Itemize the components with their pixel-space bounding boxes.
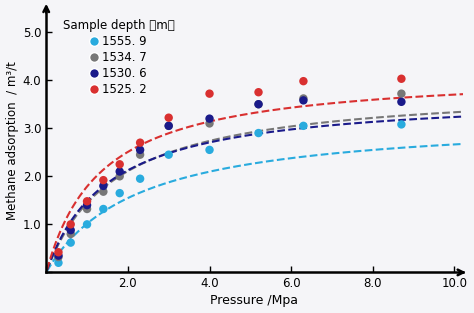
Point bbox=[55, 250, 62, 255]
Point bbox=[165, 152, 173, 157]
Point bbox=[300, 98, 307, 103]
Point bbox=[67, 240, 74, 245]
Point bbox=[100, 207, 107, 212]
Point bbox=[55, 260, 62, 265]
Point bbox=[116, 174, 124, 179]
Point bbox=[398, 91, 405, 96]
Point bbox=[165, 123, 173, 128]
Point bbox=[83, 222, 91, 227]
Point bbox=[55, 253, 62, 258]
X-axis label: Pressure /Mpa: Pressure /Mpa bbox=[210, 295, 299, 307]
Point bbox=[83, 207, 91, 212]
Point bbox=[165, 123, 173, 128]
Point bbox=[255, 90, 262, 95]
Point bbox=[67, 232, 74, 237]
Point bbox=[67, 222, 74, 227]
Point bbox=[206, 116, 213, 121]
Point bbox=[83, 203, 91, 208]
Point bbox=[116, 191, 124, 196]
Point bbox=[300, 96, 307, 101]
Point bbox=[398, 99, 405, 104]
Point bbox=[116, 169, 124, 174]
Point bbox=[100, 178, 107, 183]
Y-axis label: Methane adsorption  / m³/t: Methane adsorption / m³/t bbox=[6, 61, 18, 220]
Point bbox=[300, 123, 307, 128]
Point bbox=[255, 102, 262, 107]
Point bbox=[137, 147, 144, 152]
Point bbox=[67, 228, 74, 233]
Point bbox=[255, 102, 262, 107]
Point bbox=[137, 176, 144, 181]
Point bbox=[206, 121, 213, 126]
Point bbox=[100, 183, 107, 188]
Legend: 1555. 9, 1534. 7, 1530. 6, 1525. 2: 1555. 9, 1534. 7, 1530. 6, 1525. 2 bbox=[61, 17, 177, 98]
Point bbox=[206, 91, 213, 96]
Point bbox=[137, 152, 144, 157]
Point bbox=[255, 131, 262, 136]
Point bbox=[206, 147, 213, 152]
Point bbox=[398, 76, 405, 81]
Point bbox=[300, 79, 307, 84]
Point bbox=[116, 162, 124, 167]
Point bbox=[55, 254, 62, 259]
Point bbox=[83, 199, 91, 204]
Point bbox=[100, 189, 107, 194]
Point bbox=[398, 122, 405, 127]
Point bbox=[165, 115, 173, 120]
Point bbox=[137, 140, 144, 145]
